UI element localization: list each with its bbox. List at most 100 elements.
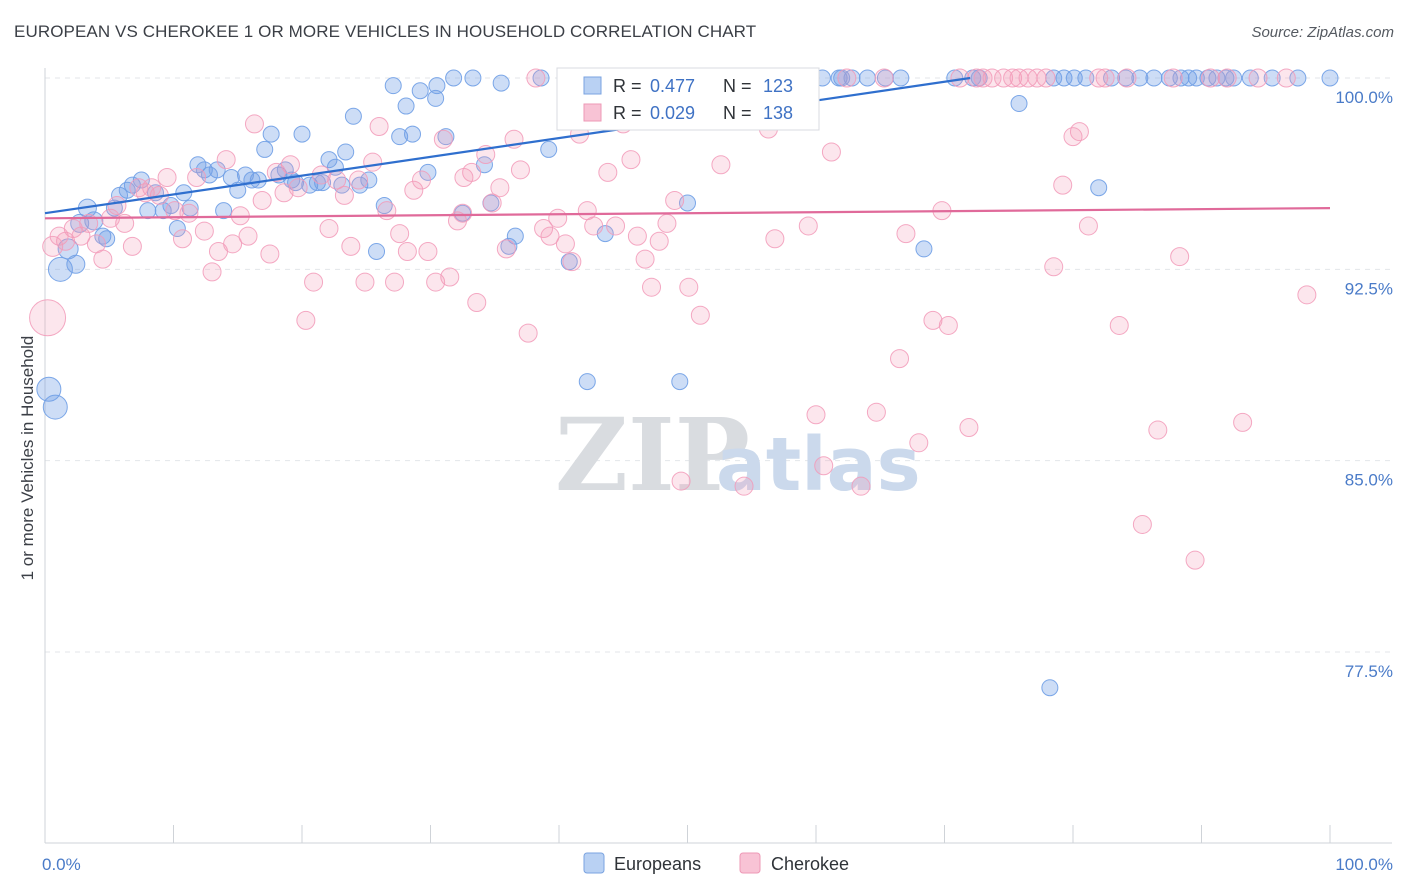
cherokee-point-109	[909, 433, 929, 453]
cherokee-point-4	[63, 219, 83, 239]
cherokee-point-130	[1095, 68, 1115, 88]
europeans-point-83	[671, 373, 689, 391]
europeans-point-114	[1187, 69, 1205, 87]
cherokee-point-30	[252, 190, 272, 210]
watermark-zip: ZIP	[555, 396, 750, 514]
cherokee-r-label: R =	[613, 103, 642, 123]
cherokee-point-133	[1132, 514, 1152, 534]
europeans-point-38	[293, 125, 311, 143]
europeans-swatch	[583, 76, 602, 95]
europeans-point-96	[915, 240, 933, 258]
cherokee-point-99	[798, 216, 818, 236]
cherokee-swatch	[583, 103, 602, 122]
cherokee-point-135	[1163, 68, 1183, 88]
cherokee-point-140	[1233, 412, 1253, 432]
europeans-point-68	[532, 69, 550, 87]
europeans-point-104	[1065, 69, 1083, 87]
cherokee-point-119	[1003, 68, 1023, 88]
europeans-point-92	[843, 69, 861, 87]
cherokee-point-11	[115, 213, 135, 233]
legend-europeans-swatch	[583, 852, 605, 874]
cherokee-point-72	[548, 208, 568, 228]
cherokee-point-26	[223, 234, 243, 254]
cherokee-point-79	[598, 162, 618, 182]
cherokee-point-127	[1069, 122, 1089, 142]
cherokee-n-value: 138	[763, 103, 793, 123]
europeans-point-93	[858, 69, 876, 87]
cherokee-point-46	[369, 116, 389, 136]
chart-title: EUROPEAN VS CHEROKEE 1 OR MORE VEHICLES …	[14, 22, 757, 41]
europeans-r-label: R =	[613, 76, 642, 96]
cherokee-n-label: N =	[723, 103, 752, 123]
europeans-point-67	[506, 227, 524, 245]
cherokee-point-28	[238, 226, 258, 246]
europeans-point-51	[384, 77, 402, 95]
cherokee-point-123	[1036, 68, 1056, 88]
cherokee-point-54	[426, 272, 446, 292]
cherokee-point-45	[363, 152, 383, 172]
europeans-point-32	[256, 140, 274, 158]
tick-labels: 100.0% 92.5% 85.0% 77.5% 0.0% 100.0%	[42, 88, 1393, 874]
cherokee-trend-line	[44, 207, 1331, 220]
cherokee-point-25	[216, 150, 236, 170]
cherokee-point-125	[1053, 175, 1073, 195]
cherokee-point-19	[172, 229, 192, 249]
cherokee-point-138	[1200, 68, 1220, 88]
cherokee-point-91	[690, 305, 710, 325]
cherokee-point-139	[1217, 68, 1237, 88]
europeans-point-55	[411, 82, 429, 100]
europeans-point-69	[540, 140, 558, 158]
cherokee-point-17	[157, 167, 177, 187]
cherokee-point-68	[518, 323, 538, 343]
cherokee-point-56	[440, 267, 460, 287]
europeans-point-58	[428, 77, 446, 95]
cherokee-point-8	[93, 249, 113, 269]
europeans-points	[36, 69, 1339, 697]
legend-cherokee-swatch	[739, 852, 761, 874]
stats-legend: R = 0.477 N = 123 R = 0.029 N = 138	[556, 67, 820, 131]
cherokee-point-29	[244, 114, 264, 134]
cherokee-point-1	[42, 235, 64, 257]
cherokee-point-102	[821, 142, 841, 162]
europeans-point-1	[42, 394, 68, 420]
y-tick-label-2: 85.0%	[1345, 471, 1393, 490]
europeans-point-110	[1145, 69, 1163, 87]
cherokee-point-55	[433, 129, 453, 149]
europeans-point-120	[1263, 69, 1281, 87]
cherokee-point-142	[1276, 68, 1296, 88]
cherokee-point-104	[851, 476, 871, 496]
cherokee-point-12	[122, 236, 142, 256]
europeans-point-103	[1055, 69, 1073, 87]
europeans-point-12	[118, 181, 136, 199]
series-legend: Europeans Cherokee	[583, 852, 849, 874]
cherokee-point-50	[397, 241, 417, 261]
europeans-point-115	[1199, 69, 1217, 87]
cherokee-point-53	[418, 241, 438, 261]
europeans-point-45	[337, 143, 355, 161]
europeans-point-109	[1131, 69, 1149, 87]
cherokee-point-10	[107, 196, 127, 216]
cherokee-point-97	[765, 229, 785, 249]
cherokee-point-106	[874, 68, 894, 88]
cherokee-point-94	[734, 476, 754, 496]
europeans-point-48	[360, 171, 378, 189]
cherokee-point-108	[896, 224, 916, 244]
europeans-point-7	[84, 211, 104, 231]
cherokee-point-114	[959, 418, 979, 438]
cherokee-point-100	[806, 405, 826, 425]
cherokee-point-117	[982, 68, 1002, 88]
cherokee-point-137	[1185, 550, 1205, 570]
cherokee-point-107	[890, 349, 910, 369]
europeans-point-54	[404, 125, 422, 143]
cherokee-point-52	[412, 170, 432, 190]
axes	[44, 68, 1392, 844]
cherokee-point-89	[671, 471, 691, 491]
cherokee-point-63	[482, 193, 502, 213]
cherokee-point-31	[260, 244, 280, 264]
y-tick-label-1: 92.5%	[1345, 279, 1393, 298]
cherokee-point-105	[866, 402, 886, 422]
europeans-point-56	[419, 163, 437, 181]
cherokee-point-67	[510, 160, 530, 180]
europeans-point-60	[445, 69, 463, 87]
cherokee-point-136	[1170, 247, 1190, 267]
